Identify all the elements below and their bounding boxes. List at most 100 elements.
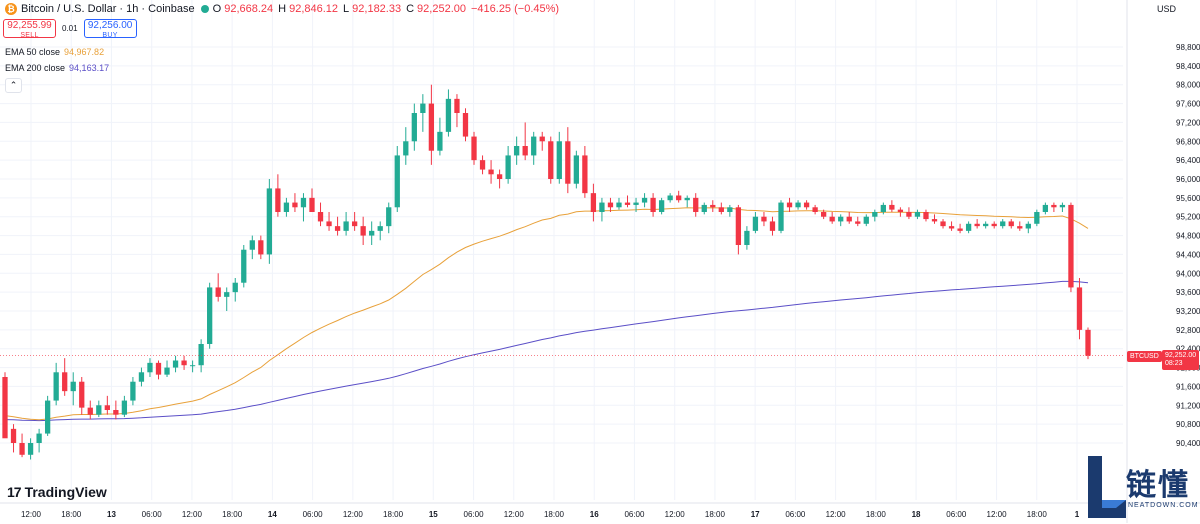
candle-up [283, 202, 290, 212]
candle-down [155, 362, 162, 375]
price-tick-label: 96,000.00 [1176, 175, 1200, 184]
currency-selector[interactable]: USD [1156, 4, 1176, 14]
candle-down [104, 405, 110, 410]
candle-down [215, 287, 221, 297]
price-tick-label: 90,800.00 [1176, 420, 1200, 429]
candle-down [1051, 204, 1057, 208]
time-tick-label: 14 [268, 510, 277, 519]
candle-down [582, 155, 588, 194]
ohlc-low-value: 92,182.33 [352, 3, 402, 15]
candle-up [249, 240, 255, 250]
time-tick-label: 18:00 [222, 510, 243, 519]
ohlc-high-value: 92,846.12 [289, 3, 339, 15]
time-tick-label: 1 [1075, 510, 1080, 519]
last-price-label: 92,252.00 08:23 [1162, 349, 1200, 370]
candle-down [334, 226, 341, 231]
candle-down [454, 98, 460, 113]
candle-up [189, 365, 196, 367]
price-tick-label: 93,600.00 [1176, 288, 1200, 297]
price-tick-label: 98,400.00 [1176, 62, 1200, 71]
last-price-value: 92,252.00 [1165, 351, 1197, 359]
candle-down [906, 212, 912, 217]
price-tick-label: 92,400.00 [1176, 345, 1200, 354]
ema-200-legend[interactable]: EMA 200 close 94,163.17 [5, 63, 109, 73]
candle-up [198, 344, 204, 366]
candle-up [232, 282, 238, 293]
price-tick-label: 95,200.00 [1176, 213, 1200, 222]
candle-down [948, 226, 955, 229]
time-axis: 12:00 18:00 13 06:00 12:00 18:00 14 06:00 12:00 1… [0, 502, 1200, 519]
collapse-legend-button[interactable]: ⌃ [5, 78, 22, 93]
chevron-up-icon: ⌃ [9, 80, 18, 90]
time-tick-label: 15 [429, 510, 438, 519]
candle-up [1000, 221, 1006, 227]
ohlc-close-value: 92,252.00 [417, 3, 466, 15]
candle-down [624, 202, 631, 205]
candle-up [70, 381, 76, 392]
symbol-header: ₿ Bitcoin / U.S. Dollar · 1h · Coinbase … [5, 3, 561, 15]
price-tick-label: 90,400.00 [1176, 439, 1200, 448]
candle-down [522, 146, 528, 156]
candle-up [752, 216, 759, 231]
candle-down [292, 202, 298, 208]
ema-50-legend[interactable]: EMA 50 close 94,967.82 [5, 47, 104, 57]
time-tick-label: 18:00 [1027, 510, 1048, 519]
price-tick-label: 98,000.00 [1176, 81, 1200, 90]
candle-up [863, 216, 869, 224]
candle-up [44, 400, 51, 434]
candle-up [684, 197, 690, 201]
candle-down [10, 428, 17, 443]
sell-button[interactable]: 92,255.99 SELL [3, 19, 56, 39]
symbol-title[interactable]: Bitcoin / U.S. Dollar · 1h · Coinbase [21, 3, 195, 15]
candle-up [164, 367, 170, 375]
candle-up [505, 155, 511, 179]
time-tick-label: 12:00 [665, 510, 686, 519]
candle-up [130, 381, 136, 401]
candle-down [113, 410, 119, 415]
price-tick-label: 91,200.00 [1176, 401, 1200, 410]
watermark-chinese: 链懂 [1126, 468, 1190, 503]
bitcoin-icon: ₿ [5, 3, 17, 15]
price-tick-label: 97,600.00 [1176, 100, 1200, 109]
candle-down [923, 212, 929, 220]
spread-value: 0.01 [62, 24, 78, 33]
candle-down [462, 113, 469, 137]
candle-up [880, 204, 886, 212]
last-price-symbol: BTCUSD [1130, 352, 1159, 360]
price-tick-label: 96,400.00 [1176, 156, 1200, 165]
candle-down [761, 216, 767, 222]
candle-down [974, 223, 980, 227]
candlestick-series [2, 84, 1091, 460]
candle-up [727, 207, 733, 212]
candle-up [27, 443, 34, 455]
candle-down [309, 197, 315, 212]
candle-up [778, 202, 784, 231]
candle-up [437, 131, 443, 151]
tradingview-wordmark: TradingView [24, 484, 107, 500]
candle-up [633, 202, 639, 205]
price-tick-label: 91,600.00 [1176, 382, 1200, 391]
ema-200-name: EMA 200 close [5, 63, 66, 73]
last-price-tag: BTCUSD [1127, 350, 1162, 362]
candle-up [241, 249, 247, 283]
candle-up [138, 372, 145, 382]
candle-up [641, 197, 648, 203]
watermark-english: NEATDOWN.COM [1128, 502, 1199, 509]
candle-up [658, 200, 665, 212]
ema-50-line [4, 207, 1089, 421]
candle-down [710, 204, 716, 208]
candle-up [394, 155, 400, 208]
buy-price: 92,256.00 [87, 20, 133, 31]
candle-up [300, 197, 307, 208]
time-tick-label: 18:00 [866, 510, 887, 519]
tradingview-logo[interactable]: 17 TradingView [7, 484, 107, 500]
buy-button[interactable]: 92,256.00 BUY [83, 19, 137, 39]
candle-down [326, 221, 332, 227]
ema-50-name: EMA 50 close [5, 47, 61, 57]
time-tick-label: 18:00 [61, 510, 82, 519]
ema-50-value: 94,967.82 [64, 47, 105, 57]
candle-up [369, 230, 375, 236]
candle-up [872, 212, 878, 217]
candle-up [667, 195, 673, 201]
